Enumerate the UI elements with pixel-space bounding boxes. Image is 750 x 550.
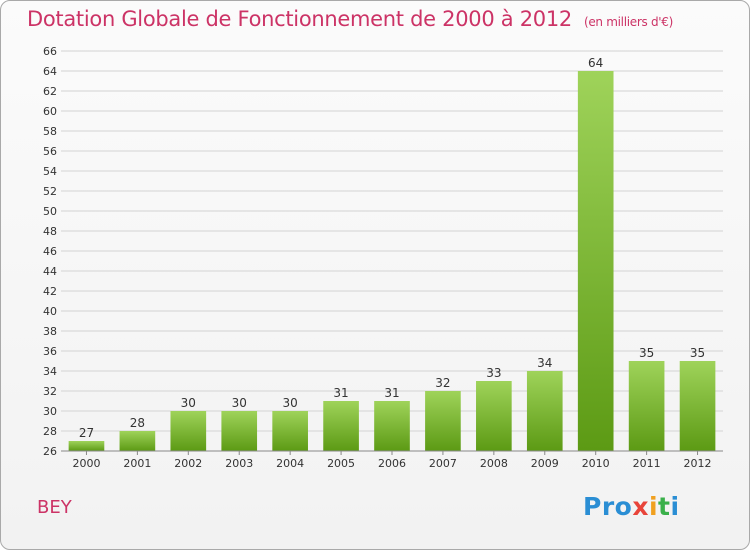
y-tick-label: 48 <box>43 225 57 238</box>
data-label: 35 <box>639 346 654 360</box>
bar-2004 <box>272 411 308 451</box>
y-tick-label: 34 <box>43 365 57 378</box>
y-tick-label: 58 <box>43 125 57 138</box>
data-label: 31 <box>333 386 348 400</box>
y-tick-label: 64 <box>43 65 57 78</box>
data-labels: 27 28 30 30 30 31 31 32 33 34 64 35 35 <box>79 56 705 440</box>
x-tick-label: 2003 <box>225 457 253 470</box>
bar-2010 <box>577 71 614 451</box>
bar-2005 <box>323 401 359 451</box>
bars <box>68 71 716 451</box>
data-label: 30 <box>283 396 298 410</box>
x-tick-label: 2002 <box>174 457 202 470</box>
y-tick-label: 30 <box>43 405 57 418</box>
y-tick-label: 66 <box>43 45 57 58</box>
data-label: 27 <box>79 426 94 440</box>
y-tick-label: 40 <box>43 305 57 318</box>
bar-2009 <box>526 371 563 451</box>
data-label: 32 <box>435 376 450 390</box>
logo-part: i <box>670 492 680 521</box>
bar-2001 <box>119 431 156 451</box>
data-label: 31 <box>384 386 399 400</box>
x-tick-label: 2001 <box>123 457 151 470</box>
data-label: 28 <box>130 416 145 430</box>
chart-title: Dotation Globale de Fonctionnement de 20… <box>27 7 673 31</box>
bar-2011 <box>628 361 665 451</box>
data-label: 30 <box>232 396 247 410</box>
data-label: 35 <box>690 346 705 360</box>
y-tick-label: 52 <box>43 185 57 198</box>
bar-2000 <box>68 441 105 451</box>
y-tick-label: 42 <box>43 285 57 298</box>
y-tick-label: 60 <box>43 105 57 118</box>
y-tick-label: 44 <box>43 265 57 278</box>
x-tick-labels: 2000 2001 2002 2003 2004 2005 2006 2007 2008 2009… <box>72 451 712 470</box>
x-tick-label: 2010 <box>582 457 610 470</box>
data-label: 34 <box>537 356 552 370</box>
logo-part: x <box>632 492 649 521</box>
y-tick-label: 54 <box>43 165 57 178</box>
logo-part: i <box>648 492 659 521</box>
y-tick-label: 36 <box>43 345 57 358</box>
data-label: 64 <box>588 56 603 70</box>
x-tick-label: 2006 <box>378 457 406 470</box>
x-tick-label: 2000 <box>72 457 100 470</box>
x-tick-label: 2011 <box>633 457 661 470</box>
x-tick-label: 2008 <box>480 457 508 470</box>
y-tick-label: 56 <box>43 145 57 158</box>
data-label: 33 <box>486 366 501 380</box>
chart-title-text: Dotation Globale de Fonctionnement de 20… <box>27 7 572 31</box>
y-tick-label: 32 <box>43 385 57 398</box>
logo-part: t <box>658 492 671 521</box>
x-tick-label: 2005 <box>327 457 355 470</box>
bar-2002 <box>170 411 207 451</box>
y-tick-label: 26 <box>43 445 57 458</box>
x-tick-label: 2012 <box>684 457 712 470</box>
data-label: 30 <box>181 396 196 410</box>
bar-2006 <box>374 401 410 451</box>
y-tick-label: 38 <box>43 325 57 338</box>
logo-part: Pro <box>583 492 633 521</box>
y-tick-label: 28 <box>43 425 57 438</box>
bar-2008 <box>476 381 512 451</box>
y-tick-labels: 26 28 30 32 34 36 38 40 42 44 46 48 50 52 54 56 58 60 62 64… <box>43 45 57 458</box>
chart-subtitle: (en milliers d'€) <box>583 15 673 29</box>
proxiti-logo: Proxiti <box>583 492 680 521</box>
y-tick-label: 50 <box>43 205 57 218</box>
x-tick-label: 2009 <box>531 457 559 470</box>
bar-2012 <box>679 361 716 451</box>
y-tick-label: 62 <box>43 85 57 98</box>
bar-2007 <box>425 391 461 451</box>
bar-2003 <box>221 411 258 451</box>
x-tick-label: 2007 <box>429 457 457 470</box>
commune-name: BEY <box>37 497 72 518</box>
x-tick-label: 2004 <box>276 457 304 470</box>
y-tick-label: 46 <box>43 245 57 258</box>
